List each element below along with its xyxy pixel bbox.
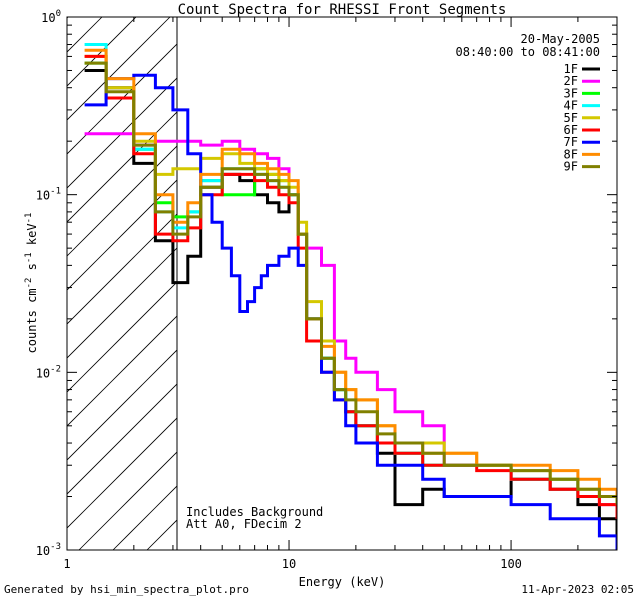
legend-label-1F: 1F [564, 62, 578, 76]
time-range-label: 08:40:00 to 08:41:00 [456, 45, 601, 59]
hatch-line [67, 417, 177, 529]
annotation-attenuator: Att A0, FDecim 2 [186, 517, 302, 531]
series-layer [84, 43, 617, 550]
series-9F [84, 61, 617, 505]
y-tick-label: 10-2 [36, 364, 61, 380]
generated-by-label: Generated by hsi_min_spectra_plot.pro [4, 583, 250, 596]
y-tick-label: 10-3 [36, 542, 61, 558]
hatch-line [67, 17, 171, 121]
legend-label-6F: 6F [564, 123, 578, 137]
hatch-line [67, 281, 177, 393]
series-8F [84, 48, 617, 497]
hatch-line [67, 315, 177, 427]
x-axis-label: Energy (keV) [299, 575, 386, 589]
hatch-line [67, 111, 177, 223]
legend-label-2F: 2F [564, 74, 578, 88]
plot-frame [66, 16, 618, 551]
hatch-line [67, 383, 177, 495]
x-tick-label: 100 [500, 557, 522, 571]
series-6F [84, 54, 617, 519]
legend-label-8F: 8F [564, 147, 578, 161]
hatch-line [67, 17, 103, 53]
hatch-line [67, 77, 177, 189]
timestamp-label: 11-Apr-2023 02:05 [521, 583, 634, 596]
legend-label-4F: 4F [564, 99, 578, 113]
chart-title: Count Spectra for RHESSI Front Segments [178, 2, 507, 18]
hatch-line [67, 17, 69, 19]
series-5F [84, 54, 617, 505]
legend-label-3F: 3F [564, 86, 578, 100]
x-tick-label: 1 [63, 557, 70, 571]
legend-label-9F: 9F [564, 160, 578, 174]
legend-label-5F: 5F [564, 111, 578, 125]
hatch-line [67, 213, 177, 325]
annotation-background: Includes Background [186, 505, 323, 519]
y-tick-label: 100 [41, 9, 61, 25]
y-axis-label: counts cm-2 s-1 keV-1 [24, 213, 39, 354]
legend-label-7F: 7F [564, 135, 578, 149]
series-7F [84, 73, 617, 550]
series-2F [84, 132, 617, 519]
hatch-line [67, 179, 177, 291]
axis-ticks: 1 10 100 10-3 10-2 10-1 100 [36, 9, 618, 571]
y-tick-label: 10-1 [36, 187, 61, 203]
hatch-line [67, 43, 177, 155]
series-4F [84, 43, 617, 505]
hatch-line [67, 349, 177, 461]
x-tick-label: 10 [282, 557, 296, 571]
series-3F [84, 61, 617, 505]
hatch-line [67, 247, 177, 359]
hatch-line [78, 451, 177, 550]
date-label: 20-May-2005 [521, 32, 600, 46]
